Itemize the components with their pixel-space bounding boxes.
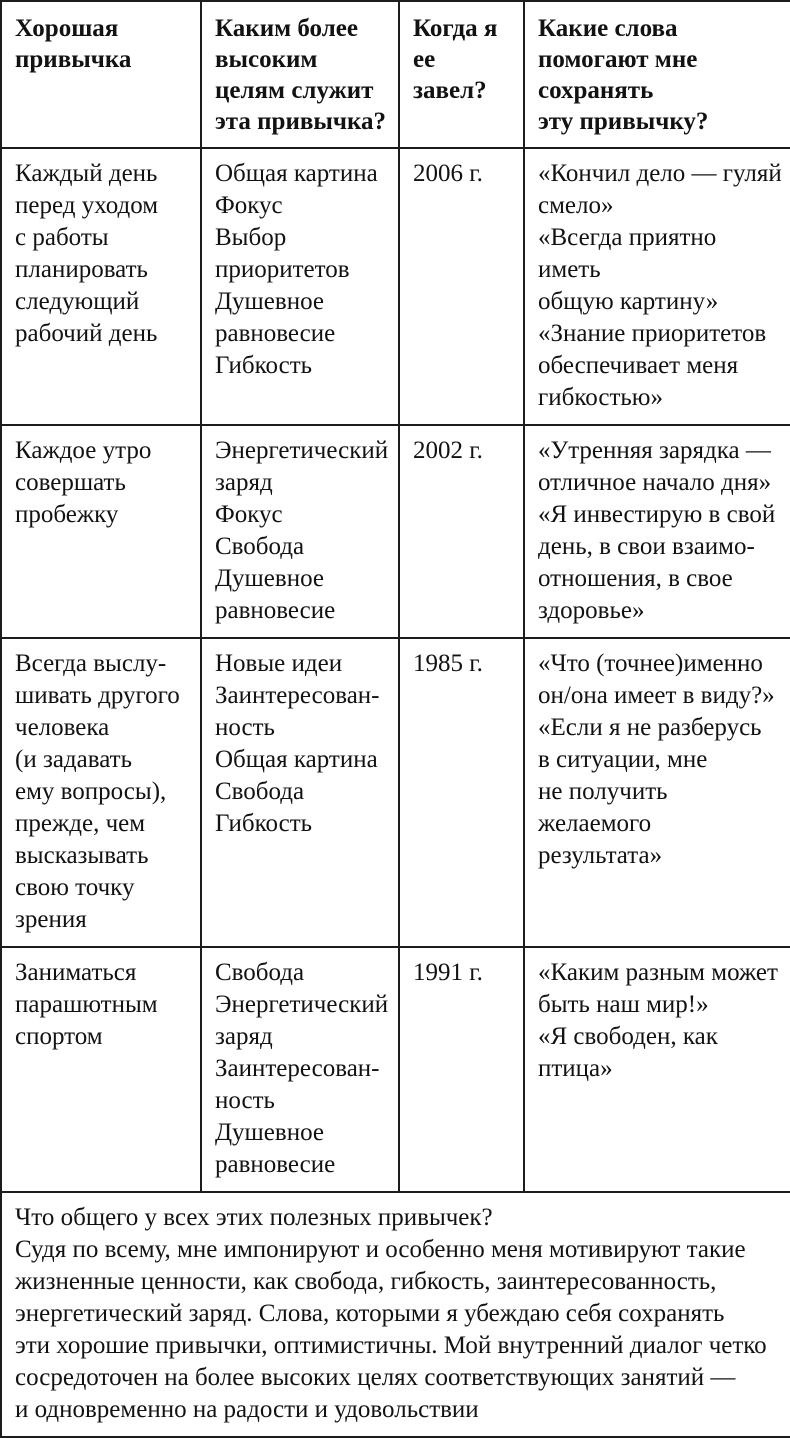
col-header-year: Когда я ее завел? (398, 0, 525, 149)
habit-cell: Каждое утро совершать пробежку (0, 424, 202, 639)
habit-cell: Всегда выслу- шивать другого человека (и… (0, 637, 202, 948)
table-header-row: Хорошая привычка Каким более высоким цел… (0, 0, 790, 149)
goals-cell: Свобода Энергетический заряд Заинтересов… (200, 946, 400, 1193)
words-cell: «Утренняя зарядка — отличное начало дня»… (523, 424, 790, 639)
table-row: Всегда выслу- шивать другого человека (и… (0, 637, 790, 948)
table-row: Заниматься парашютным спортом Свобода Эн… (0, 946, 790, 1193)
words-cell: «Что (точнее)именно он/она имеет в виду?… (523, 637, 790, 948)
year-cell: 2006 г. (398, 147, 525, 426)
year-cell: 1991 г. (398, 946, 525, 1193)
words-cell: «Каким разным может быть наш мир!» «Я св… (523, 946, 790, 1193)
table-row: Каждое утро совершать пробежку Энергетич… (0, 424, 790, 639)
col-header-words: Какие слова помогают мне сохранять эту п… (523, 0, 790, 149)
summary-row: Что общего у всех этих полезных привычек… (0, 1191, 790, 1438)
habit-cell: Каждый день перед уходом с работы планир… (0, 147, 202, 426)
year-cell: 1985 г. (398, 637, 525, 948)
goals-cell: Энергетический заряд Фокус Свобода Душев… (200, 424, 400, 639)
goals-cell: Общая картина Фокус Выбор приоритетов Ду… (200, 147, 400, 426)
words-cell: «Кончил дело — гуляй смело» «Всегда прия… (523, 147, 790, 426)
col-header-habit: Хорошая привычка (0, 0, 202, 149)
habit-cell: Заниматься парашютным спортом (0, 946, 202, 1193)
summary-cell: Что общего у всех этих полезных привычек… (0, 1191, 790, 1438)
table-row: Каждый день перед уходом с работы планир… (0, 147, 790, 426)
year-cell: 2002 г. (398, 424, 525, 639)
col-header-goals: Каким более высоким целям служит эта при… (200, 0, 400, 149)
goals-cell: Новые идеи Заинтересован- ность Общая ка… (200, 637, 400, 948)
